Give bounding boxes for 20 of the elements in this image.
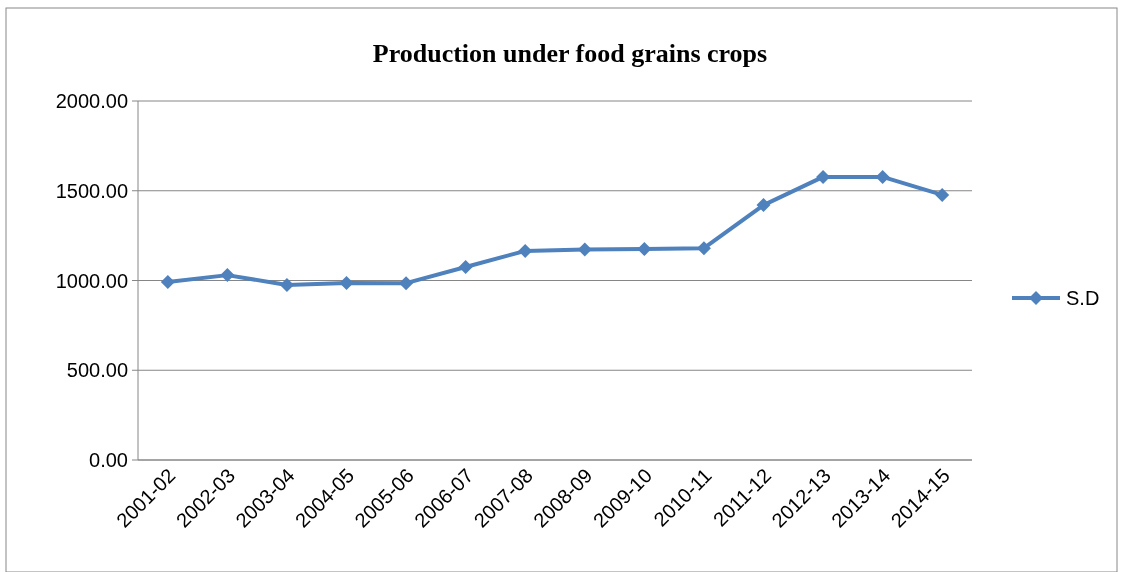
point: [339, 276, 354, 291]
point: [160, 274, 175, 289]
legend-label: S.D: [1066, 287, 1100, 309]
point: [220, 268, 235, 283]
point: [279, 277, 294, 292]
point: [696, 241, 711, 256]
point: [518, 243, 533, 258]
y-tick-label: 0.00: [89, 449, 128, 471]
y-tick-label: 1500.00: [55, 179, 128, 202]
chart-title: Production under food grains crops: [372, 39, 768, 68]
point: [637, 242, 652, 257]
y-tick-label: 2000.00: [55, 90, 128, 112]
point: [756, 198, 771, 213]
point: [875, 169, 890, 184]
point: [935, 187, 950, 202]
y-tick-label: 1000.00: [55, 269, 128, 292]
point: [458, 260, 473, 275]
point: [577, 242, 592, 257]
point: [399, 276, 414, 291]
y-tick-label: 500.00: [66, 359, 128, 382]
